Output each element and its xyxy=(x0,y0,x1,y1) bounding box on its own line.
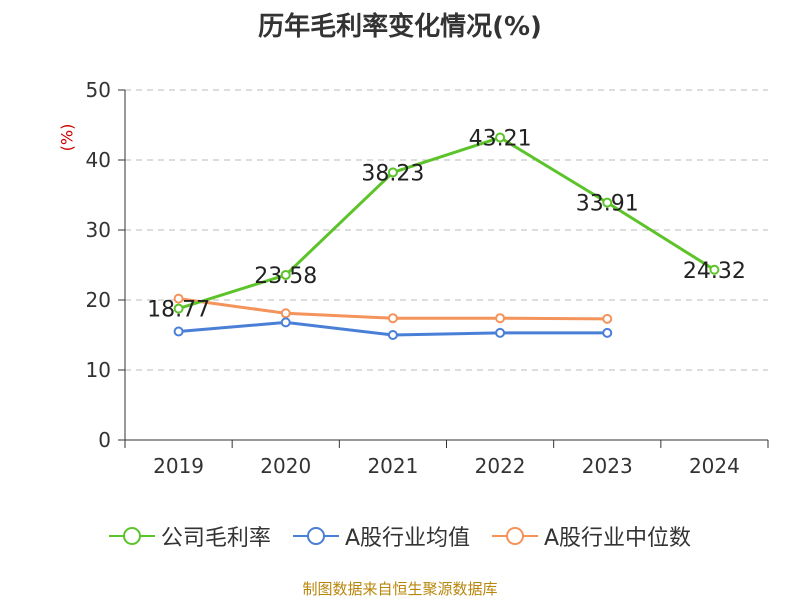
x-tick-label: 2023 xyxy=(582,454,633,478)
data-point xyxy=(280,317,291,328)
data-point xyxy=(280,308,291,319)
data-point xyxy=(387,167,398,178)
line-chart: 0 10 20 30 40 50 2019 2020 2021 2022 2023 2024 18.77… xyxy=(86,78,769,478)
data-point xyxy=(602,313,613,324)
data-point xyxy=(495,132,506,143)
data-point xyxy=(709,264,720,275)
data-point xyxy=(495,313,506,324)
legend-label: A股行业中位数 xyxy=(544,526,692,551)
y-tick-label: 30 xyxy=(86,218,111,242)
x-tick-label: 2022 xyxy=(475,454,526,478)
x-tick-label: 2019 xyxy=(153,454,204,478)
legend-item-gross-margin[interactable]: 公司毛利率 xyxy=(108,520,271,552)
data-label: 24.32 xyxy=(683,259,746,284)
legend-swatch-icon xyxy=(492,527,538,545)
data-point xyxy=(387,330,398,340)
data-point xyxy=(173,293,184,304)
legend-item-industry-median[interactable]: A股行业中位数 xyxy=(492,520,691,552)
legend-item-industry-mean[interactable]: A股行业均值 xyxy=(292,520,470,552)
y-tick-label: 50 xyxy=(86,78,111,102)
legend-swatch-icon xyxy=(292,527,339,545)
chart-title: 历年毛利率变化情况(%) xyxy=(258,12,542,42)
data-point xyxy=(280,269,291,280)
data-point xyxy=(495,327,506,338)
data-label: 18.77 xyxy=(147,298,210,323)
data-label: 38.23 xyxy=(361,161,424,186)
data-point xyxy=(387,313,398,324)
legend-label: 公司毛利率 xyxy=(160,526,271,551)
x-tick-label: 2020 xyxy=(260,454,311,478)
data-label: 43.21 xyxy=(469,127,532,152)
data-source-note: 制图数据来自恒生聚源数据库 xyxy=(302,580,498,598)
legend: 公司毛利率 A股行业均值 A股行业中位数 xyxy=(0,520,800,552)
data-point xyxy=(173,303,184,314)
legend-swatch-icon xyxy=(108,527,155,545)
data-point xyxy=(602,327,613,338)
y-tick-label: 40 xyxy=(86,148,111,172)
y-tick-label: 0 xyxy=(98,428,111,452)
legend-label: A股行业均值 xyxy=(344,526,470,551)
y-tick-label: 20 xyxy=(86,288,111,312)
y-tick-label: 10 xyxy=(86,358,111,382)
data-label: 33.91 xyxy=(576,192,639,217)
data-label: 23.58 xyxy=(254,264,317,289)
data-point xyxy=(173,326,184,337)
x-tick-label: 2021 xyxy=(367,454,418,478)
data-point xyxy=(602,197,613,208)
x-tick-label: 2024 xyxy=(689,454,740,478)
series-line xyxy=(178,136,716,311)
